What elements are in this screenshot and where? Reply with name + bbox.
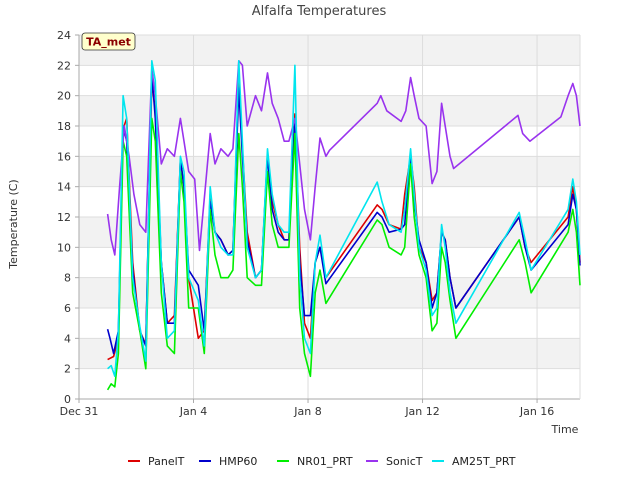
- legend-label-sonict: SonicT: [386, 455, 423, 468]
- badge-label: TA_met: [86, 36, 131, 49]
- legend-label-hmp60: HMP60: [219, 455, 257, 468]
- legend-label-nr01-prt: NR01_PRT: [297, 455, 353, 468]
- series-line-nr01-prt: [106, 117, 581, 391]
- plot-band: [79, 156, 580, 187]
- y-tick-label: 10: [57, 241, 71, 254]
- y-tick-label: 8: [64, 272, 71, 285]
- y-tick-label: 24: [57, 29, 71, 42]
- x-tick-label: Jan 8: [293, 405, 321, 418]
- x-tick-label: Dec 31: [60, 405, 99, 418]
- y-tick-label: 12: [57, 211, 71, 224]
- y-tick-label: 16: [57, 150, 71, 163]
- chart-title: Alfalfa Temperatures: [252, 4, 387, 19]
- y-tick-label: 14: [57, 181, 71, 194]
- ta-met-badge: TA_met: [81, 32, 136, 51]
- plot-band: [79, 217, 580, 248]
- y-axis-label: Temperature (C): [7, 179, 20, 269]
- plot-band: [79, 35, 580, 66]
- x-tick-label: Jan 16: [519, 405, 554, 418]
- y-tick-label: 20: [57, 90, 71, 103]
- y-tick-label: 22: [57, 59, 71, 72]
- legend: PanelT HMP60 NR01_PRT SonicT AM25T_PRT: [128, 455, 516, 468]
- legend-label-panelt: PanelT: [148, 455, 185, 468]
- series-line-am25t-prt: [107, 60, 581, 378]
- badge-box: [81, 32, 136, 51]
- plot-band: [79, 277, 580, 308]
- plot-band: [79, 95, 580, 126]
- y-tick-label: 6: [64, 302, 71, 315]
- x-axis-label: Time: [551, 423, 579, 436]
- series-lines: [106, 60, 581, 391]
- x-tick-label: Jan 12: [404, 405, 439, 418]
- y-tick-label: 0: [64, 393, 71, 406]
- x-tick-label: Jan 4: [179, 405, 207, 418]
- y-tick-label: 18: [57, 120, 71, 133]
- legend-label-am25t-prt: AM25T_PRT: [452, 455, 516, 468]
- series-line-sonict: [106, 60, 581, 256]
- plot-band: [79, 338, 580, 369]
- y-tick-label: 2: [64, 363, 71, 376]
- y-tick-label: 4: [64, 332, 71, 345]
